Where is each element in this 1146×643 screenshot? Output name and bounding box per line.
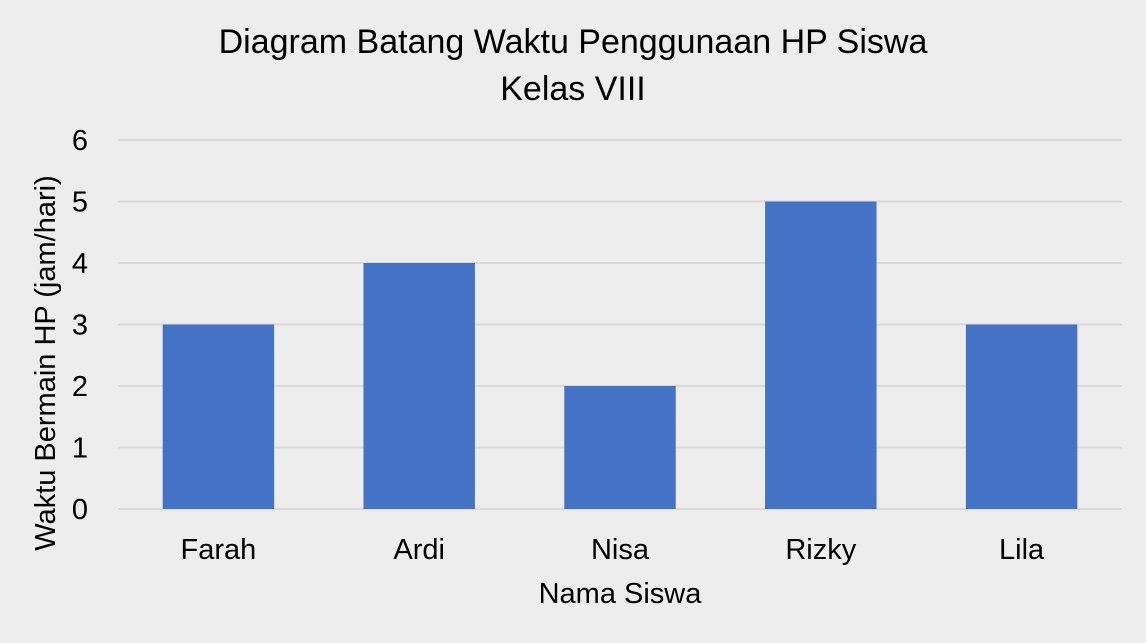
y-tick-label: 4 [72, 248, 88, 280]
x-axis-tick-labels: Farah Ardi Nisa Rizky Lila [181, 534, 1046, 566]
bar-ardi [363, 263, 475, 509]
y-tick-label: 5 [72, 187, 88, 219]
y-axis-tick-labels: 0 1 2 3 4 5 6 [72, 125, 88, 526]
bars [162, 201, 1078, 509]
bar-rizky [765, 201, 877, 509]
x-axis-label: Nama Siswa [539, 578, 703, 610]
x-tick-label: Ardi [393, 534, 445, 566]
y-tick-label: 0 [72, 494, 88, 526]
x-tick-label: Nisa [591, 534, 650, 566]
bar-lila [965, 324, 1078, 509]
x-tick-label: Rizky [785, 534, 856, 566]
x-tick-label: Lila [999, 534, 1045, 566]
chart-title-line-2: Kelas VIII [500, 70, 646, 108]
bar-nisa [564, 386, 676, 509]
y-tick-label: 6 [72, 125, 88, 157]
y-tick-label: 2 [72, 371, 88, 403]
x-tick-label: Farah [181, 534, 257, 566]
y-tick-label: 3 [72, 310, 88, 342]
chart-title-line-1: Diagram Batang Waktu Penggunaan HP Siswa [219, 23, 928, 61]
y-tick-label: 1 [72, 433, 88, 465]
bar-farah [162, 324, 275, 509]
y-axis-label: Waktu Bermain HP (jam/hari) [30, 175, 62, 551]
